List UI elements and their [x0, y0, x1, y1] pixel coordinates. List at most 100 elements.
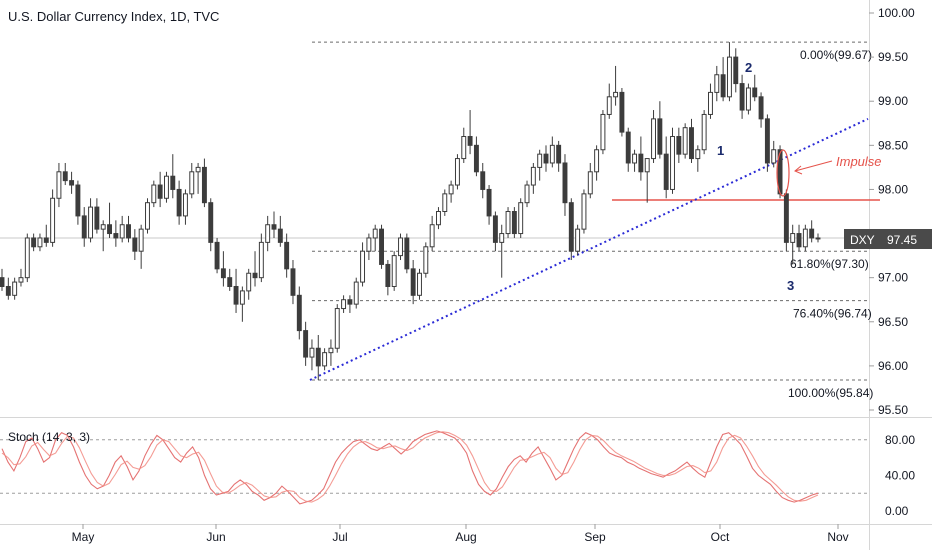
candle-body-up — [644, 158, 650, 173]
candle-body-up — [398, 237, 403, 257]
candle-body-up — [613, 91, 619, 98]
candle-body-down — [284, 241, 290, 270]
candle-body-down — [315, 347, 321, 367]
candle-body-up — [334, 308, 340, 349]
candle-body-down — [170, 175, 176, 190]
price-axis-tick-label: 99.00 — [878, 94, 908, 108]
candle-body-up — [499, 233, 505, 243]
candle-body-down — [379, 228, 384, 265]
fib-level-label: 61.80%(97.30) — [790, 257, 869, 271]
candle-body-up — [549, 144, 555, 164]
candle-body-up — [575, 228, 581, 252]
candle-body-down — [486, 188, 492, 217]
candle-body-down — [176, 188, 182, 217]
candle-body-up — [265, 224, 271, 243]
chart-title: U.S. Dollar Currency Index, 1D, TVC — [8, 9, 219, 24]
candle-body-up — [258, 241, 264, 279]
candle-body-down — [208, 202, 214, 243]
candle-body-down — [404, 237, 410, 270]
candle-body-down — [303, 330, 309, 358]
candle-body-up — [391, 255, 397, 287]
candle-body-up — [12, 281, 18, 296]
candle-body-down — [720, 74, 726, 98]
time-axis-tick-label: Jun — [206, 530, 225, 544]
candle-body-down — [201, 166, 207, 204]
candle-body-down — [5, 285, 11, 296]
candle-body-down — [113, 233, 119, 239]
stoch-axis-tick-label: 0.00 — [885, 504, 909, 518]
candle-body-up — [145, 202, 150, 230]
candle-body-down — [809, 228, 815, 239]
candle-body-down — [385, 263, 391, 287]
candle-body-up — [606, 96, 612, 115]
candle-body-down — [676, 136, 682, 155]
price-axis-tick-label: 99.50 — [878, 50, 908, 64]
time-axis-tick-label: Sep — [584, 530, 606, 544]
candle-body-up — [189, 171, 195, 195]
candle-body-down — [62, 171, 68, 182]
candle-body-down — [556, 144, 562, 164]
impulse-label: Impulse — [836, 154, 882, 169]
candle-body-down — [619, 91, 625, 133]
wave-label-2: 2 — [745, 60, 752, 75]
candle-body-up — [151, 184, 157, 204]
candle-body-up — [524, 184, 530, 204]
candle-body-down — [214, 241, 220, 270]
candle-body-up — [442, 193, 448, 213]
candle-body-down — [638, 153, 644, 173]
candle-body-up — [322, 352, 328, 367]
impulse-arrow-head — [794, 165, 803, 175]
candle-body-up — [448, 184, 454, 195]
candle-body-down — [220, 268, 226, 279]
candle-body-down — [132, 237, 138, 252]
price-tag: DXY 97.45 — [844, 229, 932, 249]
candle-body-up — [745, 87, 751, 111]
candle-body-up — [37, 237, 43, 248]
candle-body-up — [714, 74, 720, 93]
candle-body-up — [701, 113, 707, 151]
candle-body-up — [100, 224, 106, 230]
candle-body-up — [24, 237, 30, 279]
stochastic-pane — [0, 430, 867, 505]
axes: 100.0099.5099.0098.5098.0097.5097.0096.5… — [72, 6, 916, 544]
fib-levels: 0.00%(99.67) 61.80%(97.30) 76.40%(96.74) 10… — [312, 41, 873, 400]
candle-body-down — [511, 211, 517, 235]
fib-level-label: 100.00%(95.84) — [788, 386, 873, 400]
candle-body-down — [31, 237, 37, 248]
candle-body-up — [632, 153, 638, 164]
candle-body-up — [88, 206, 94, 239]
candle-body-up — [309, 347, 315, 358]
candle-body-down — [562, 162, 568, 204]
candle-body-up — [815, 237, 821, 240]
candle-body-up — [682, 127, 688, 155]
candle-body-down — [43, 237, 49, 243]
fib-level-label: 0.00%(99.67) — [800, 48, 872, 62]
candle-body-down — [752, 87, 758, 98]
price-axis-tick-label: 98.50 — [878, 138, 908, 152]
candle-body-up — [372, 228, 378, 239]
candle-body-up — [771, 149, 777, 164]
wave-label-1: 1 — [717, 143, 724, 158]
candle-body-up — [341, 299, 347, 310]
time-axis-tick-label: Aug — [455, 530, 476, 544]
candle-body-up — [530, 166, 536, 186]
candle-body-up — [360, 250, 366, 283]
candle-body-up — [505, 211, 511, 235]
candle-body-down — [347, 299, 353, 305]
candle-body-up — [802, 228, 808, 248]
candle-body-up — [328, 347, 334, 354]
stoch-axis-tick-label: 40.00 — [885, 468, 915, 482]
candle-body-down — [157, 184, 163, 199]
candle-body-down — [663, 153, 669, 190]
impulse-arrow — [794, 160, 833, 172]
candle-body-up — [670, 136, 675, 190]
candle-body-down — [410, 268, 416, 296]
candle-body-down — [81, 215, 87, 239]
candle-body-down — [126, 224, 131, 239]
wave-label-3: 3 — [787, 278, 794, 293]
time-axis-tick-label: Jul — [332, 530, 347, 544]
candle-body-down — [733, 56, 739, 85]
